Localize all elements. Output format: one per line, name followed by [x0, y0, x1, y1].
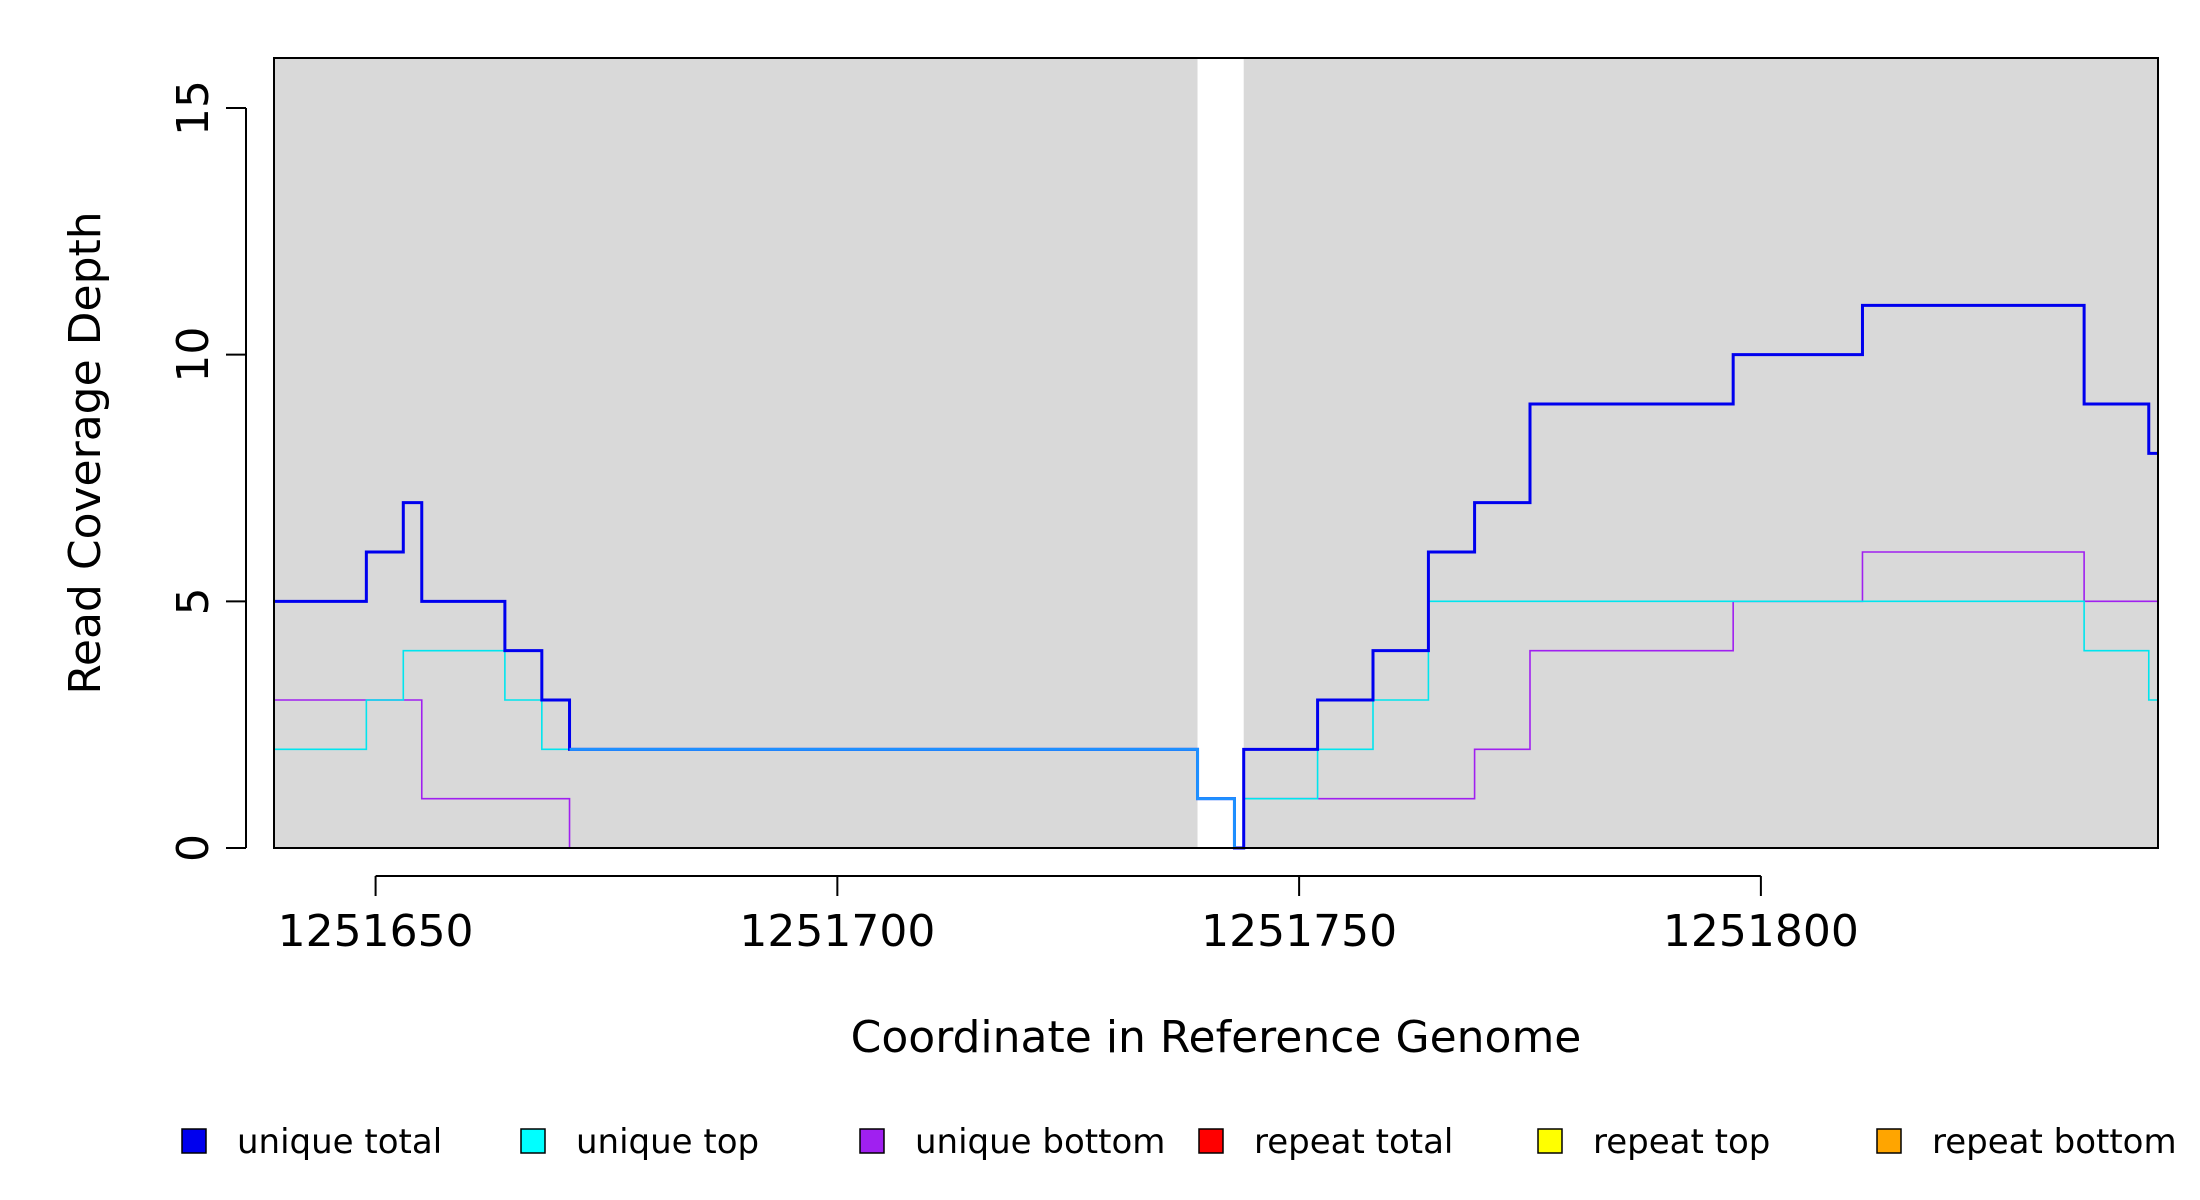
legend-item-repeat-bottom: repeat bottom [1876, 1122, 2177, 1162]
legend-swatch-repeat-total [1198, 1128, 1224, 1154]
legend-label-unique-top: unique top [576, 1122, 759, 1162]
x-axis: 1251650 1251700 1251750 1251800 [278, 875, 1859, 957]
coverage-gap-band [1197, 58, 1244, 848]
legend-item-unique-top: unique top [520, 1122, 759, 1162]
y-axis: 0 5 10 15 [168, 80, 247, 862]
series-overlap-segment [569, 747, 1236, 848]
x-tick-label-1251750: 1251750 [1201, 906, 1397, 957]
legend-swatch-repeat-top [1537, 1128, 1563, 1154]
x-tick-label-1251800: 1251800 [1663, 906, 1859, 957]
legend-label-unique-bottom: unique bottom [915, 1122, 1165, 1162]
y-tick-label-0: 0 [168, 834, 219, 862]
y-tick-label-5: 5 [168, 587, 219, 615]
legend: unique total unique top unique bottom repea… [181, 1122, 2177, 1162]
legend-swatch-unique-total [181, 1128, 207, 1154]
legend-item-unique-total: unique total [181, 1122, 442, 1162]
plot-background [274, 58, 2158, 848]
legend-item-unique-bottom: unique bottom [859, 1122, 1165, 1162]
legend-label-unique-total: unique total [237, 1122, 442, 1162]
y-tick-label-15: 15 [168, 80, 219, 136]
legend-item-repeat-total: repeat total [1198, 1122, 1453, 1162]
legend-label-repeat-top: repeat top [1593, 1122, 1770, 1162]
plot-frame [273, 57, 2159, 849]
legend-item-repeat-top: repeat top [1537, 1122, 1770, 1162]
legend-label-repeat-total: repeat total [1254, 1122, 1453, 1162]
legend-swatch-unique-bottom [859, 1128, 885, 1154]
y-tick-label-10: 10 [168, 327, 219, 383]
y-axis-title: Read Coverage Depth [60, 211, 111, 694]
legend-label-repeat-bottom: repeat bottom [1932, 1122, 2177, 1162]
series-line-unique-total [274, 303, 2158, 850]
legend-swatch-unique-top [520, 1128, 546, 1154]
series-line-unique-bottom [274, 551, 2158, 849]
legend-swatch-repeat-bottom [1876, 1128, 1902, 1154]
x-tick-label-1251700: 1251700 [739, 906, 935, 957]
x-tick-label-1251650: 1251650 [278, 906, 474, 957]
x-axis-title: Coordinate in Reference Genome [851, 1012, 1582, 1063]
